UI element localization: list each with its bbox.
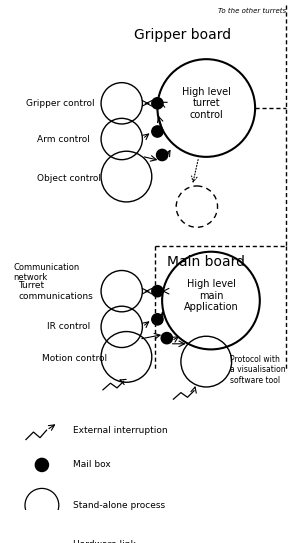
Text: To the other turrets: To the other turrets (218, 8, 286, 14)
Text: Gripper control: Gripper control (26, 99, 94, 108)
Text: Motion control: Motion control (42, 354, 107, 363)
Text: Turret
communications: Turret communications (18, 281, 93, 301)
Text: Object control: Object control (37, 174, 101, 183)
Text: Mail box: Mail box (73, 460, 111, 470)
Text: High level
turret
control: High level turret control (182, 87, 231, 120)
Circle shape (35, 458, 48, 471)
Text: Hardware link: Hardware link (73, 540, 136, 543)
Text: Protocol with
a visualisation
software tool: Protocol with a visualisation software t… (230, 355, 285, 385)
Text: Main board: Main board (167, 255, 245, 269)
Circle shape (152, 314, 163, 325)
Text: Gripper board: Gripper board (134, 28, 231, 42)
Circle shape (152, 126, 163, 137)
Text: External interruption: External interruption (73, 426, 168, 435)
Text: Communication
network: Communication network (14, 263, 80, 282)
Circle shape (152, 286, 163, 297)
Text: High level
main
Application: High level main Application (184, 279, 238, 312)
Text: Arm control: Arm control (37, 135, 90, 143)
Text: Stand-alone process: Stand-alone process (73, 501, 165, 510)
Circle shape (157, 149, 168, 161)
Text: IR control: IR control (47, 323, 90, 331)
Circle shape (161, 332, 173, 344)
Circle shape (152, 98, 163, 109)
